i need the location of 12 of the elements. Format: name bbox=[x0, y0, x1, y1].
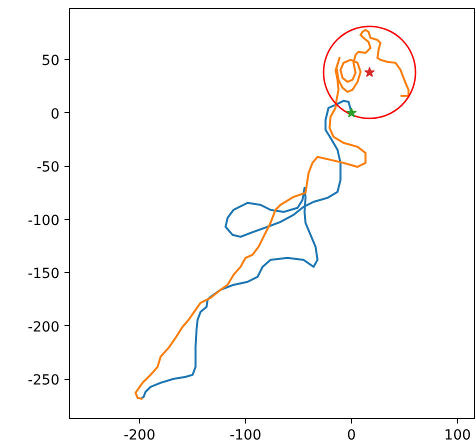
line-series bbox=[134, 28, 410, 400]
y-tick-label: 0 bbox=[50, 106, 60, 122]
x-tick-label: -100 bbox=[230, 428, 262, 444]
y-tick-label: -100 bbox=[28, 212, 60, 229]
x-tick-label: 0 bbox=[347, 428, 356, 444]
y-tick-label: -150 bbox=[28, 266, 60, 282]
x-tick-label: -200 bbox=[124, 428, 156, 444]
y-tick-label: -50 bbox=[36, 160, 60, 176]
y-tick-label: 50 bbox=[42, 53, 60, 70]
y-tick-label: -250 bbox=[28, 372, 60, 389]
x-tick-label: 100 bbox=[444, 428, 471, 444]
y-tick-label: -200 bbox=[28, 319, 60, 336]
